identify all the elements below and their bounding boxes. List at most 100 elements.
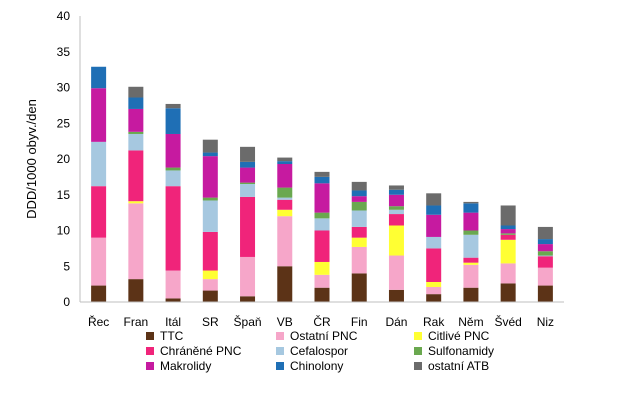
- bar-segment: [202, 152, 218, 157]
- x-tick-label: ČR: [313, 314, 331, 329]
- bar-segment: [277, 157, 293, 162]
- y-tick-label: 30: [57, 81, 71, 95]
- bar-segment: [277, 164, 293, 188]
- x-tick-label: SR: [202, 315, 219, 329]
- bar-segment: [128, 131, 144, 134]
- bar-segment: [388, 289, 404, 302]
- legend-label: Sulfonamidy: [428, 344, 494, 358]
- bar-segment: [500, 205, 516, 226]
- legend-label: Chinolony: [290, 359, 343, 373]
- x-tick-label: Fin: [351, 315, 368, 329]
- bar-segment: [165, 270, 181, 299]
- y-tick-label: 40: [57, 9, 71, 23]
- bar-segment: [426, 193, 442, 206]
- bar-segment: [314, 287, 330, 302]
- bar-segment: [351, 226, 367, 238]
- bar-segment: [128, 86, 144, 98]
- bar-segment: [202, 290, 218, 302]
- bar-segment: [388, 185, 404, 190]
- legend-swatch: [276, 332, 284, 340]
- bar-segment: [277, 216, 293, 267]
- bar-segment: [537, 239, 553, 245]
- legend-item: Chinolony: [276, 359, 343, 373]
- bar-segment: [128, 108, 144, 132]
- bar-segment: [91, 285, 107, 302]
- bar-segment: [351, 237, 367, 247]
- bar-segment: [463, 264, 479, 288]
- x-tick-label: VB: [277, 315, 293, 329]
- bar-segment: [240, 196, 256, 257]
- bar-segment: [277, 161, 293, 165]
- bar-segment: [351, 196, 367, 202]
- legend-swatch: [414, 362, 422, 370]
- y-tick-label: 15: [57, 188, 71, 202]
- legend-item: TTC: [146, 329, 184, 343]
- bar-segment: [91, 186, 107, 238]
- x-tick-label: Špaň: [234, 314, 262, 329]
- bar-segment: [277, 209, 293, 217]
- bar-segment: [426, 294, 442, 302]
- legend-item: Makrolidy: [146, 359, 211, 373]
- bar-segment: [537, 251, 553, 256]
- y-tick-label: 5: [63, 259, 70, 273]
- x-tick-label: Dán: [385, 315, 407, 329]
- bar-segment: [202, 231, 218, 271]
- legend-label: Cefalospor: [290, 344, 348, 358]
- legend-item: Citlivé PNC: [414, 329, 490, 343]
- y-tick-label: 35: [57, 45, 71, 59]
- bar-segment: [314, 218, 330, 231]
- bar-segment: [202, 156, 218, 198]
- bar-segment: [500, 283, 516, 302]
- bar-segment: [202, 270, 218, 280]
- bar-segment: [351, 190, 367, 197]
- bar-segment: [426, 236, 442, 249]
- bar-segment: [537, 285, 553, 302]
- bar-segment: [463, 212, 479, 231]
- y-axis-title: DDD/1000 obyv./den: [24, 99, 39, 219]
- y-tick-label: 0: [63, 295, 70, 309]
- bar-segment: [165, 298, 181, 302]
- bar-segment: [165, 103, 181, 109]
- bar-segment: [500, 239, 516, 264]
- bar-segment: [537, 244, 553, 252]
- legend-swatch: [146, 362, 154, 370]
- bar-segment: [351, 181, 367, 191]
- legend-item: Ostatní PNC: [276, 329, 358, 343]
- legend-swatch: [146, 332, 154, 340]
- legend-item: Sulfonamidy: [414, 344, 494, 358]
- bar-segment: [277, 266, 293, 302]
- bar-segment: [537, 267, 553, 286]
- bar-segment: [388, 225, 404, 256]
- legend-swatch: [414, 347, 422, 355]
- bar-segment: [314, 183, 330, 213]
- bar-segment: [537, 255, 553, 257]
- bar-segment: [426, 281, 442, 287]
- bar-segment: [537, 256, 553, 268]
- bar-segment: [500, 234, 516, 240]
- legend-item: Cefalospor: [276, 344, 348, 358]
- legend-swatch: [414, 332, 422, 340]
- legend-item: ostatní ATB: [414, 359, 489, 373]
- bar-segment: [463, 201, 479, 204]
- bar-segment: [128, 201, 144, 204]
- bar-segment: [202, 279, 218, 291]
- x-tick-label: Švéd: [494, 314, 521, 329]
- bar-segment: [314, 261, 330, 275]
- bar-segment: [388, 209, 404, 215]
- bar-segment: [463, 262, 479, 265]
- bar-segment: [240, 184, 256, 197]
- y-tick-labels: 0 5 10 15 20 25 30 35 40: [57, 9, 71, 309]
- bar-segment: [426, 205, 442, 215]
- bar-segment: [128, 97, 144, 109]
- bar-segment: [388, 194, 404, 207]
- bar-segment: [314, 230, 330, 262]
- bar-segment: [165, 133, 181, 168]
- y-tick-label: 25: [57, 116, 71, 130]
- bar-segment: [426, 286, 442, 295]
- bar-segment: [240, 296, 256, 302]
- bar-segment: [500, 233, 516, 235]
- bar-segment: [240, 146, 256, 162]
- bar-segment: [463, 230, 479, 235]
